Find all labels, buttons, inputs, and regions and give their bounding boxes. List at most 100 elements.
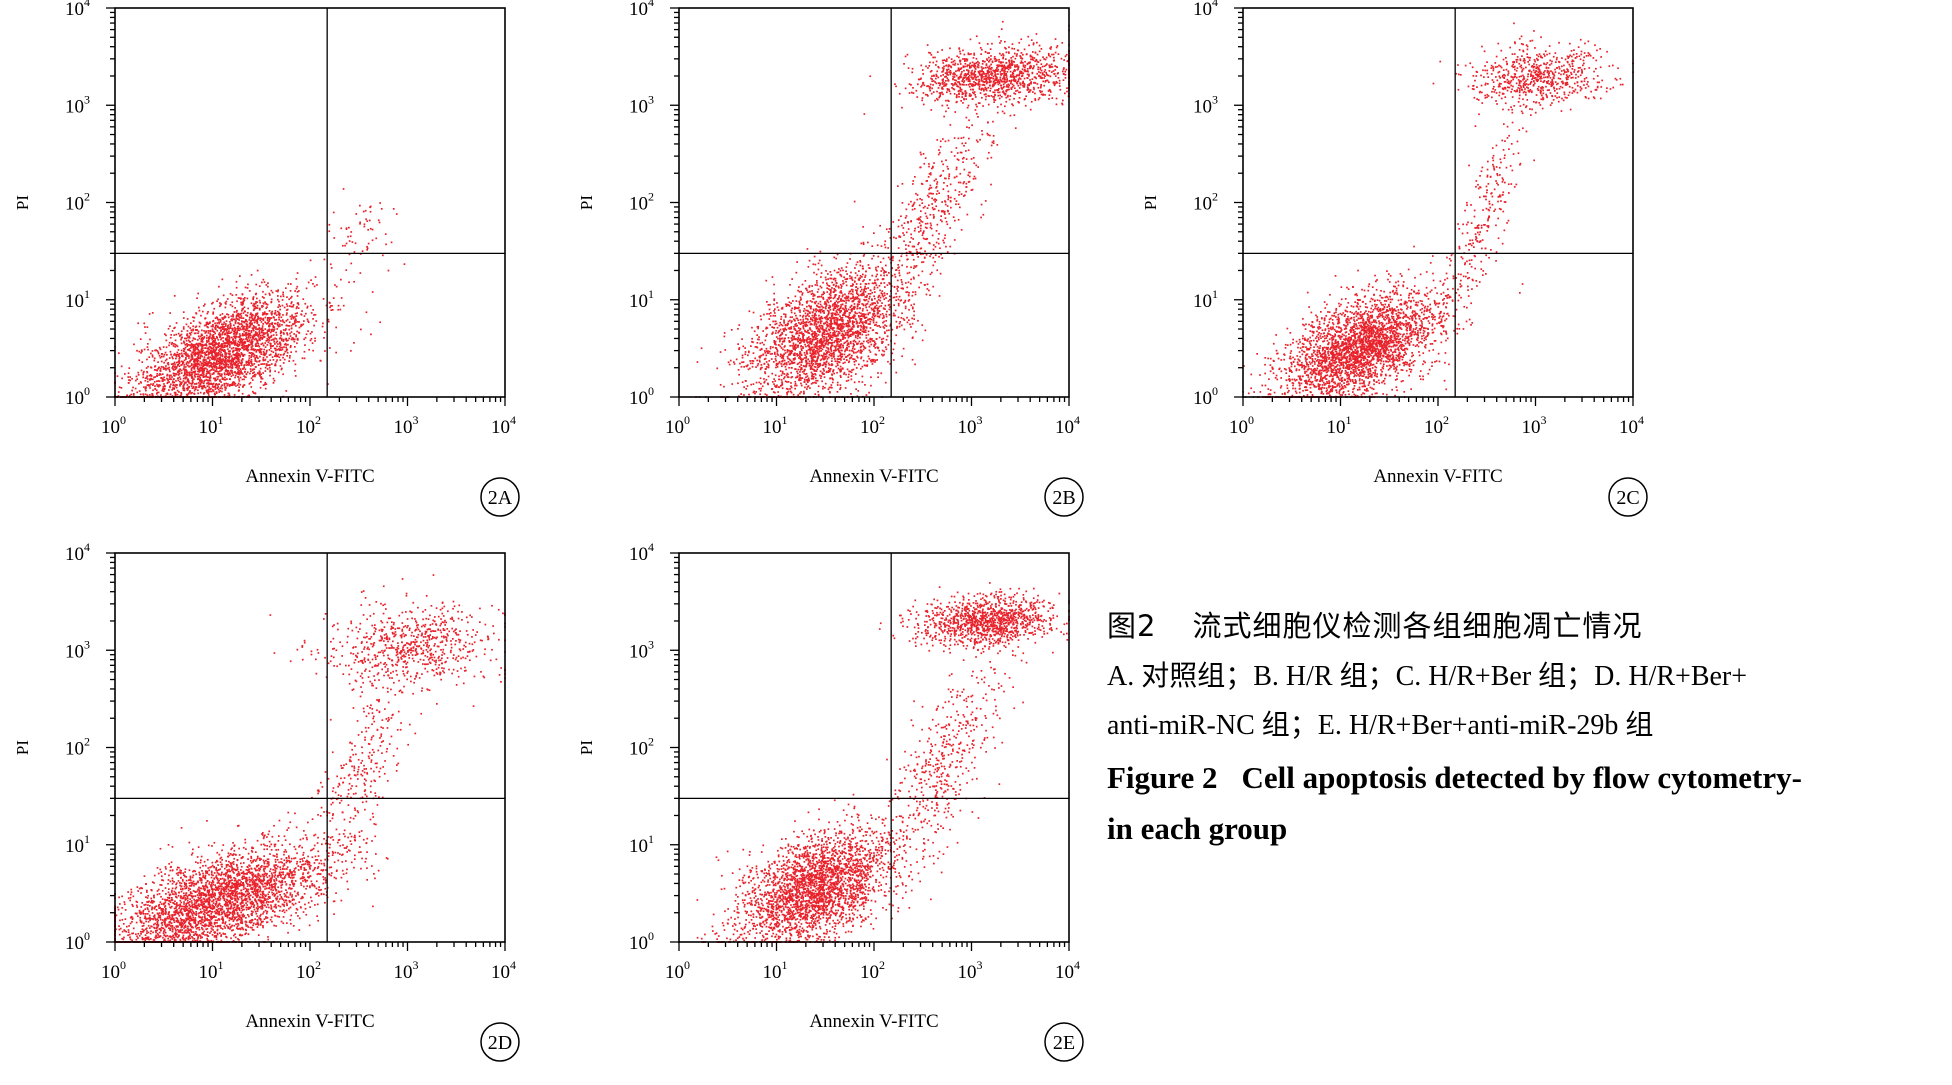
data-point: [340, 309, 342, 311]
data-point: [230, 323, 232, 325]
data-point: [816, 282, 818, 284]
data-point: [838, 272, 840, 274]
data-point: [200, 361, 202, 363]
data-point: [290, 283, 292, 285]
data-point: [230, 363, 232, 365]
data-point: [323, 298, 325, 300]
data-point: [237, 384, 239, 386]
data-point: [238, 350, 240, 352]
data-point: [839, 319, 841, 321]
data-point: [272, 329, 274, 331]
data-point: [136, 350, 138, 352]
data-point: [286, 309, 288, 311]
data-point: [273, 382, 275, 384]
data-point: [256, 350, 258, 352]
data-point: [202, 352, 204, 354]
data-point: [737, 382, 739, 384]
data-point: [197, 353, 199, 355]
data-point: [781, 347, 783, 349]
data-point: [310, 333, 312, 335]
data-point: [845, 332, 847, 334]
data-point: [835, 360, 837, 362]
data-point: [248, 395, 250, 397]
data-point: [759, 343, 761, 345]
data-point: [241, 317, 243, 319]
data-point: [226, 374, 228, 376]
data-point: [197, 293, 199, 295]
data-point: [264, 301, 266, 303]
data-point: [857, 351, 859, 353]
data-point: [250, 370, 252, 372]
data-point: [214, 353, 216, 355]
data-point: [185, 366, 187, 368]
data-point: [893, 313, 895, 315]
data-point: [793, 342, 795, 344]
data-point: [281, 316, 283, 318]
data-point: [164, 354, 166, 356]
data-point: [177, 352, 179, 354]
data-point: [250, 312, 252, 314]
data-point: [837, 333, 839, 335]
data-point: [837, 364, 839, 366]
data-point: [741, 366, 743, 368]
data-point: [328, 230, 330, 232]
data-point: [893, 349, 895, 351]
data-point: [844, 362, 846, 364]
data-point: [841, 330, 843, 332]
data-point: [221, 343, 223, 345]
data-point: [782, 325, 784, 327]
data-point: [219, 354, 221, 356]
data-point: [773, 383, 775, 385]
data-point: [220, 375, 222, 377]
data-point: [223, 295, 225, 297]
data-point: [775, 367, 777, 369]
data-point: [775, 344, 777, 346]
data-point: [201, 330, 203, 332]
data-point: [218, 376, 220, 378]
data-point: [155, 365, 157, 367]
data-point: [205, 375, 207, 377]
data-point: [143, 371, 145, 373]
x-axis-label: Annexin V-FITC: [245, 466, 374, 487]
data-point: [154, 358, 156, 360]
data-point: [210, 380, 212, 382]
data-point: [831, 350, 833, 352]
data-point: [876, 284, 878, 286]
data-point: [828, 333, 830, 335]
data-point: [200, 341, 202, 343]
data-point: [188, 375, 190, 377]
data-point: [262, 323, 264, 325]
data-point: [206, 323, 208, 325]
data-point: [885, 382, 887, 384]
data-point: [786, 364, 788, 366]
data-point: [737, 328, 739, 330]
data-point: [193, 387, 195, 389]
data-point: [268, 329, 270, 331]
data-point: [184, 388, 186, 390]
data-point: [219, 302, 221, 304]
data-point: [224, 394, 226, 396]
data-point: [836, 300, 838, 302]
data-point: [803, 310, 805, 312]
data-point: [889, 314, 891, 316]
data-point: [179, 381, 181, 383]
data-point: [236, 367, 238, 369]
data-point: [242, 373, 244, 375]
data-point: [242, 304, 244, 306]
data-point: [266, 365, 268, 367]
data-point: [150, 353, 152, 355]
data-point: [765, 393, 767, 395]
data-point: [872, 363, 874, 365]
data-point: [250, 368, 252, 370]
data-point: [168, 328, 170, 330]
data-point: [193, 364, 195, 366]
data-point: [190, 334, 192, 336]
data-point: [202, 350, 204, 352]
data-point: [233, 341, 235, 343]
data-point: [228, 336, 230, 338]
data-point: [193, 353, 195, 355]
data-point: [284, 359, 286, 361]
data-point: [211, 357, 213, 359]
data-point: [352, 241, 354, 243]
